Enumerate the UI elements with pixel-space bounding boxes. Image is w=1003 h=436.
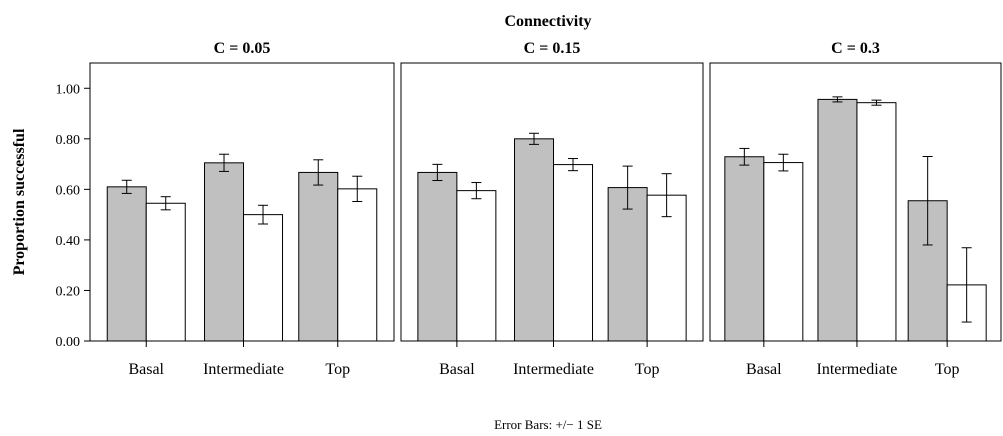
panel-frame — [89, 62, 395, 342]
panel-1: C = 0.05 Basal Intermediate Top — [89, 40, 395, 378]
bar — [337, 188, 378, 342]
x-tick-label: Top — [635, 361, 660, 378]
bar — [298, 171, 339, 342]
x-tick-label: Basal — [746, 361, 782, 378]
bar — [856, 102, 897, 342]
y-tick-label: 0.00 — [56, 335, 81, 350]
bar — [145, 202, 186, 342]
chart-panels: C = 0.05 Basal Intermediate Top C = 0.15 Basa… — [89, 40, 1002, 378]
x-tick-label: Intermediate — [203, 361, 284, 378]
bar — [243, 214, 284, 342]
x-tick-label: Intermediate — [513, 361, 594, 378]
panel-3: C = 0.3 Basal Intermediate Top — [709, 40, 1002, 378]
bar — [514, 138, 555, 342]
bar — [204, 162, 245, 342]
panel-2: C = 0.15 Basal Intermediate Top — [400, 40, 704, 378]
panel-label: C = 0.05 — [214, 40, 271, 57]
y-tick-label: 0.20 — [56, 284, 81, 299]
y-axis-label: Proportion successful — [11, 128, 28, 275]
chart-title: Connectivity — [504, 13, 591, 30]
bar — [417, 171, 458, 342]
bar — [106, 186, 147, 342]
y-axis: 0.00 0.20 0.40 0.60 0.80 1.00 — [56, 82, 91, 350]
x-tick-label: Intermediate — [817, 361, 898, 378]
panel-label: C = 0.3 — [831, 40, 880, 57]
x-tick-label: Basal — [128, 361, 164, 378]
x-tick-label: Top — [325, 361, 350, 378]
panel-frame — [400, 62, 704, 342]
x-tick-label: Basal — [439, 361, 475, 378]
bar — [607, 187, 648, 342]
bar — [763, 162, 804, 342]
panel-label: C = 0.15 — [524, 40, 581, 57]
x-tick-label: Top — [935, 361, 960, 378]
y-tick-label: 0.60 — [56, 183, 81, 198]
footnote: Error Bars: +/− 1 SE — [494, 417, 602, 432]
bar — [553, 164, 594, 342]
panel-frame — [709, 62, 1002, 342]
bar — [817, 98, 858, 342]
bar — [456, 190, 497, 342]
y-tick-label: 0.40 — [56, 234, 81, 249]
y-tick-label: 0.80 — [56, 133, 81, 148]
bar — [724, 156, 765, 342]
y-tick-label: 1.00 — [56, 82, 81, 97]
